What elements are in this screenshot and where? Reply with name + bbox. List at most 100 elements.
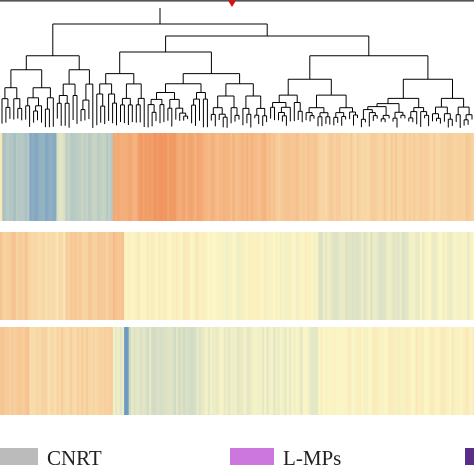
heatmap-cell (259, 327, 263, 415)
heatmap-cell (404, 133, 407, 221)
heatmap-cell (187, 133, 191, 221)
heatmap-cell (343, 133, 346, 221)
heatmap-cell (167, 327, 170, 415)
heatmap-cell (279, 327, 283, 415)
heatmap-cell (101, 232, 105, 320)
heatmap-cell (370, 232, 374, 320)
heatmap-cell (422, 327, 425, 415)
heatmap-cell (162, 232, 166, 320)
heatmap-cell (363, 133, 367, 221)
heatmap-cell (142, 232, 146, 320)
heatmap-cell (121, 327, 125, 415)
heatmap-cell (288, 133, 292, 221)
heatmap-cell (381, 133, 385, 221)
heatmap-cell (167, 133, 170, 221)
heatmap-cell (83, 232, 87, 320)
heatmap-cell (171, 232, 175, 320)
heatmap-cell (56, 232, 60, 320)
heatmap-cell (295, 327, 299, 415)
heatmap-cell (119, 232, 123, 320)
heatmap-cell (444, 232, 448, 320)
heatmap-cell (124, 133, 127, 221)
heatmap-cell (313, 133, 317, 221)
heatmap-cell (345, 232, 349, 320)
heatmap-cell (54, 133, 58, 221)
heatmap-cell (194, 133, 197, 221)
heatmap-cell (27, 232, 30, 320)
heatmap-cell (56, 133, 60, 221)
heatmap-cell (325, 327, 328, 415)
heatmap-cell (49, 232, 53, 320)
heatmap-cell (275, 133, 279, 221)
heatmap-cell (363, 232, 367, 320)
heatmap-cell (358, 327, 362, 415)
heatmap-cell (266, 327, 270, 415)
heatmap-cell (6, 327, 10, 415)
heatmap-cell (79, 232, 82, 320)
heatmap-cell (462, 232, 466, 320)
heatmap-cell (198, 133, 202, 221)
heatmap-cell (385, 133, 389, 221)
heatmap-cell (185, 232, 188, 320)
heatmap-cell (218, 327, 222, 415)
heatmap-cell (205, 232, 209, 320)
heatmap-cell (246, 232, 249, 320)
heatmap-cell (200, 327, 204, 415)
heatmap-cell (133, 327, 137, 415)
heatmap-cell (458, 133, 462, 221)
heatmap-cell (388, 133, 392, 221)
heatmap-cell (325, 133, 328, 221)
heatmap-cell (4, 232, 8, 320)
heatmap-cell (97, 232, 100, 320)
heatmap-cell (15, 327, 19, 415)
heatmap-cell (203, 133, 206, 221)
heatmap-cell (169, 133, 173, 221)
heatmap-cell (72, 133, 76, 221)
heatmap-cell (388, 327, 392, 415)
legend: CNRT L-MPs (0, 446, 474, 470)
heatmap-cell (453, 133, 457, 221)
heatmap-cell (74, 133, 78, 221)
heatmap-cell (311, 232, 315, 320)
heatmap-cell (189, 232, 193, 320)
cluster-marker-icon (228, 0, 236, 7)
heatmap-cell (462, 133, 466, 221)
heatmap-cell (428, 232, 432, 320)
heatmap-cell (128, 133, 132, 221)
heatmap-cell (291, 232, 295, 320)
heatmap-cell (295, 232, 299, 320)
heatmap-cell (237, 327, 240, 415)
heatmap-cell (408, 232, 412, 320)
heatmap-cell (65, 327, 69, 415)
heatmap-cell (216, 232, 220, 320)
heatmap-cell (331, 133, 335, 221)
heatmap-cell (155, 327, 159, 415)
heatmap-cell (356, 133, 360, 221)
heatmap-cell (340, 133, 344, 221)
heatmap-cell (422, 133, 425, 221)
heatmap-cell (404, 232, 407, 320)
heatmap-cell (209, 133, 213, 221)
heatmap-cell (399, 327, 403, 415)
heatmap-cell (81, 327, 85, 415)
heatmap-cell (205, 327, 209, 415)
heatmap-cell (139, 232, 143, 320)
heatmap-cell (137, 232, 141, 320)
heatmap-cell (176, 133, 179, 221)
heatmap-cell (209, 232, 213, 320)
heatmap-cell (108, 327, 112, 415)
heatmap-cell (309, 232, 313, 320)
heatmap-cell (38, 133, 42, 221)
heatmap-cell (358, 232, 362, 320)
heatmap-cell (395, 232, 398, 320)
heatmap-cell (273, 327, 276, 415)
heatmap-cell (162, 327, 166, 415)
heatmap-cell (273, 232, 276, 320)
heatmap-cell (300, 133, 304, 221)
heatmap-cell (232, 232, 236, 320)
heatmap-cell (124, 327, 127, 415)
heatmap-cell (29, 232, 33, 320)
heatmap-cell (415, 133, 419, 221)
heatmap-cell (223, 232, 227, 320)
heatmap-cell (29, 133, 33, 221)
